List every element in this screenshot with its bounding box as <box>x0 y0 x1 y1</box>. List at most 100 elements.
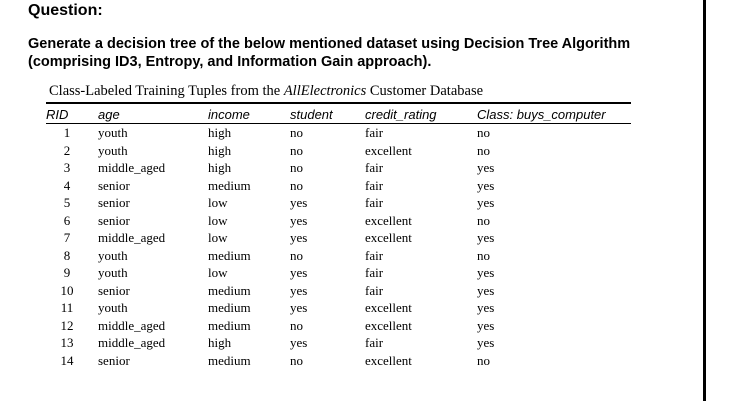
table-row: 8 youth medium no fair no <box>46 247 641 265</box>
question-text: Generate a decision tree of the below me… <box>28 36 631 70</box>
cell-rid: 13 <box>60 335 74 350</box>
cell-age: youth <box>98 142 128 158</box>
cell-income: high <box>208 335 232 350</box>
cell-class: yes <box>477 160 495 175</box>
cell-rid: 2 <box>63 142 71 158</box>
cell-credit-rating: fair <box>365 282 384 298</box>
table-body: 1 youth high no fair no 2 youth high no excellent n… <box>46 123 641 369</box>
table-header-rule <box>46 123 631 124</box>
cell-rid: 5 <box>63 195 71 210</box>
table-header-row: RID age income student credit_rating Cla… <box>46 105 641 123</box>
header-rid: RID <box>46 106 69 122</box>
cell-income: low <box>208 265 228 280</box>
cell-age: youth <box>98 300 128 315</box>
cell-credit-rating: fair <box>365 160 384 175</box>
cell-rid: 11 <box>60 300 74 315</box>
cell-age: youth <box>98 265 128 280</box>
cell-student: yes <box>290 212 308 228</box>
cell-income: high <box>208 142 232 158</box>
cell-age: middle_aged <box>98 160 166 175</box>
cell-student: yes <box>290 265 308 280</box>
cell-age: middle_aged <box>98 230 166 245</box>
cell-class: yes <box>477 317 495 333</box>
cell-student: yes <box>290 230 308 245</box>
cell-age: senior <box>98 195 130 210</box>
cell-income: low <box>208 212 228 228</box>
cell-rid: 10 <box>60 282 74 298</box>
cell-rid: 4 <box>63 177 71 193</box>
cell-rid: 12 <box>60 317 74 333</box>
header-credit-rating: credit_rating <box>365 106 437 122</box>
cell-student: yes <box>290 335 308 350</box>
cell-rid: 3 <box>63 160 71 175</box>
cell-class: yes <box>477 300 495 315</box>
table-row: 2 youth high no excellent no <box>46 142 641 160</box>
cell-rid: 7 <box>63 230 71 245</box>
cell-credit-rating: excellent <box>365 230 412 245</box>
cell-credit-rating: fair <box>365 265 384 280</box>
cell-student: no <box>290 352 303 368</box>
cell-income: medium <box>208 282 251 298</box>
cell-student: no <box>290 177 303 193</box>
cell-income: high <box>208 125 232 140</box>
cell-class: no <box>477 212 490 228</box>
cell-student: no <box>290 317 303 333</box>
table-row: 12 middle_aged medium no excellent yes <box>46 317 641 335</box>
cell-class: yes <box>477 195 495 210</box>
cell-class: no <box>477 125 490 140</box>
cell-class: yes <box>477 265 495 280</box>
header-income: income <box>208 106 250 122</box>
table-top-rule <box>46 102 631 104</box>
table-caption: Class-Labeled Training Tuples from the A… <box>49 83 483 100</box>
cell-student: yes <box>290 195 308 210</box>
table-row: 7 middle_aged low yes excellent yes <box>46 229 641 247</box>
cell-credit-rating: excellent <box>365 317 412 333</box>
caption-emphasis: AllElectronics <box>283 83 367 99</box>
cell-student: yes <box>290 300 308 315</box>
cell-credit-rating: excellent <box>365 212 412 228</box>
header-age: age <box>98 106 120 122</box>
cell-student: no <box>290 125 303 140</box>
question-heading: Question: <box>28 2 103 19</box>
cell-age: senior <box>98 352 130 368</box>
caption-suffix: Customer Database <box>366 83 484 99</box>
cell-age: youth <box>98 247 128 263</box>
cell-income: medium <box>208 247 251 263</box>
table-row: 1 youth high no fair no <box>46 123 641 142</box>
cell-student: no <box>290 160 303 175</box>
cell-student: yes <box>290 282 308 298</box>
cell-student: no <box>290 247 303 263</box>
cell-class: yes <box>477 335 495 350</box>
cell-rid: 9 <box>63 265 71 280</box>
table-row: 5 senior low yes fair yes <box>46 194 641 212</box>
table-row: 3 middle_aged high no fair yes <box>46 159 641 177</box>
cell-age: senior <box>98 177 130 193</box>
table-row: 11 youth medium yes excellent yes <box>46 299 641 317</box>
cell-age: senior <box>98 282 130 298</box>
cell-age: senior <box>98 212 130 228</box>
table-row: 6 senior low yes excellent no <box>46 212 641 230</box>
table-row: 9 youth low yes fair yes <box>46 264 641 282</box>
cell-income: medium <box>208 177 251 193</box>
header-class: Class: buys_computer <box>477 106 606 122</box>
cell-class: yes <box>477 230 495 245</box>
cell-rid: 8 <box>63 247 71 263</box>
cell-rid: 14 <box>60 352 74 368</box>
cell-income: low <box>208 230 228 245</box>
cell-rid: 6 <box>63 212 71 228</box>
page-right-border <box>703 0 706 401</box>
cell-credit-rating: fair <box>365 125 384 140</box>
cell-age: middle_aged <box>98 335 166 350</box>
table-row: 14 senior medium no excellent no <box>46 352 641 370</box>
cell-class: no <box>477 247 490 263</box>
table-row: 13 middle_aged high yes fair yes <box>46 334 641 352</box>
cell-credit-rating: fair <box>365 195 384 210</box>
cell-age: middle_aged <box>98 317 166 333</box>
cell-age: youth <box>98 125 128 140</box>
cell-credit-rating: excellent <box>365 142 412 158</box>
cell-class: no <box>477 352 490 368</box>
training-tuples-table: RID age income student credit_rating Cla… <box>46 105 641 369</box>
cell-class: yes <box>477 282 495 298</box>
caption-prefix: Class-Labeled Training Tuples from the <box>49 83 284 99</box>
cell-income: medium <box>208 317 251 333</box>
